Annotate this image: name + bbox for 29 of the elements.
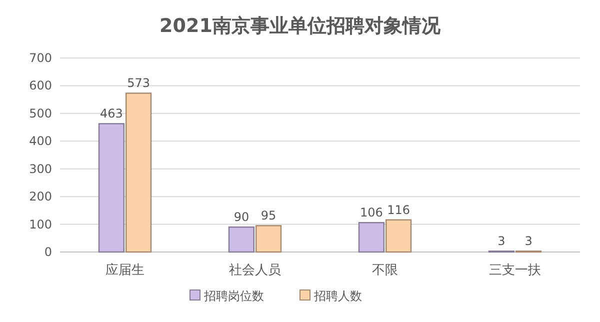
bar [255, 225, 282, 253]
data-label: 90 [234, 210, 250, 224]
bar [385, 219, 412, 253]
data-label: 116 [387, 202, 410, 217]
bar [228, 226, 255, 253]
y-tick-label: 600 [29, 78, 52, 93]
bar [358, 222, 385, 253]
data-label: 95 [260, 208, 276, 223]
y-tick-label: 0 [44, 245, 52, 259]
legend-label: 招聘岗位数 [203, 289, 264, 303]
bar [125, 92, 152, 253]
y-tick-label: 100 [29, 217, 52, 232]
legend-label: 招聘人数 [313, 289, 362, 303]
chart-title: 2021南京事业单位招聘对象情况 [160, 15, 442, 37]
y-tick-label: 400 [29, 134, 52, 148]
y-tick-label: 200 [29, 190, 52, 204]
y-tick-label: 500 [29, 106, 52, 120]
x-tick-label: 三支一扶 [489, 263, 541, 278]
x-tick-label: 不限 [372, 263, 398, 278]
data-label: 106 [360, 206, 383, 220]
data-label: 3 [498, 234, 506, 248]
x-tick-label: 应届生 [106, 262, 144, 278]
data-label: 463 [100, 106, 123, 121]
bar [98, 123, 125, 253]
data-label: 3 [524, 234, 532, 248]
x-tick-label: 社会人员 [229, 263, 281, 278]
data-label: 573 [127, 76, 150, 90]
y-tick-label: 300 [29, 162, 52, 176]
y-tick-label: 700 [29, 51, 52, 65]
